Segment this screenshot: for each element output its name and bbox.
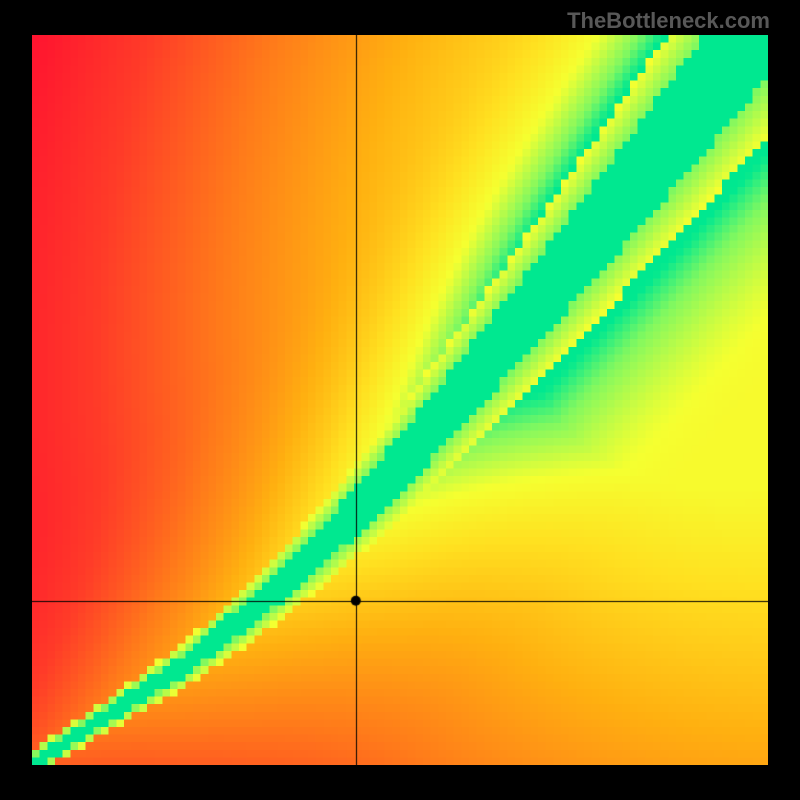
- watermark-text: TheBottleneck.com: [567, 8, 770, 34]
- figure-container: TheBottleneck.com: [0, 0, 800, 800]
- crosshair-overlay: [32, 35, 768, 765]
